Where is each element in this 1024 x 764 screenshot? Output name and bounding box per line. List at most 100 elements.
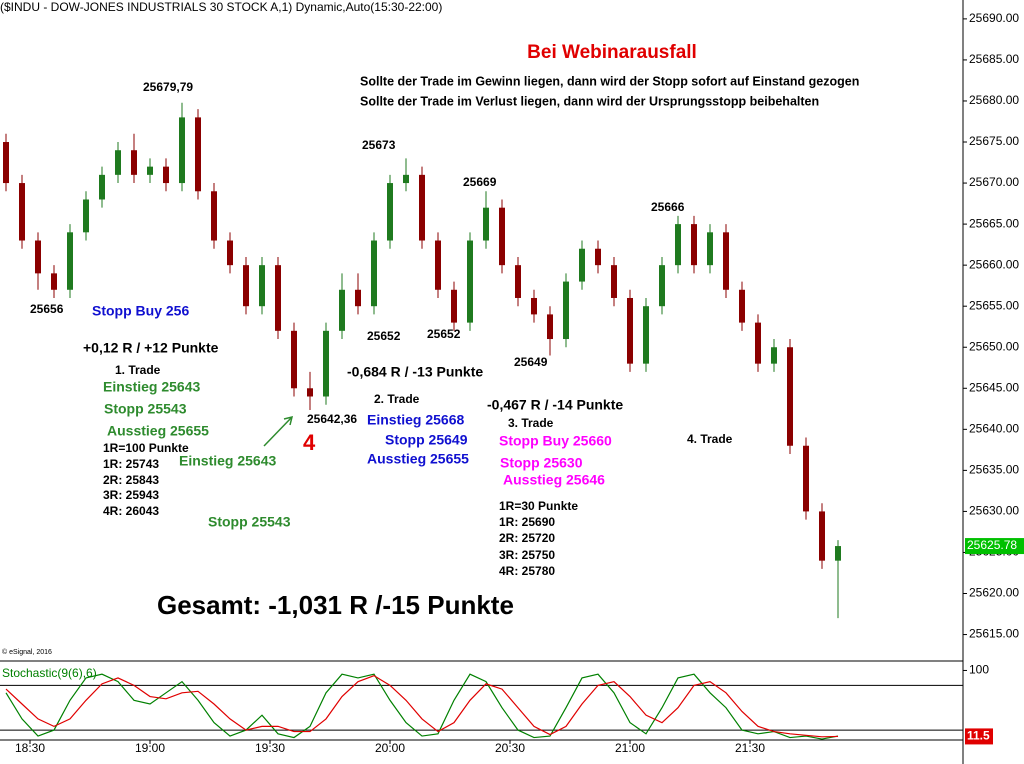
candle-body [627, 297, 633, 364]
candle-body [243, 265, 249, 307]
candle-body [3, 142, 9, 184]
candle-body [819, 511, 825, 561]
annotation: Einstieg 25643 [179, 453, 276, 469]
candle-body [227, 240, 233, 266]
annotation: +0,12 R / +12 Punkte [83, 340, 219, 356]
annotation: 25673 [362, 138, 396, 152]
y-tick-label: 25675.00 [969, 134, 1019, 148]
candle-body [547, 314, 553, 340]
y-tick-label: 25660.00 [969, 257, 1019, 271]
candle-body [35, 240, 41, 274]
candle-body [259, 265, 265, 307]
annotation: Bei Webinarausfall [527, 42, 697, 63]
candle-body [675, 224, 681, 266]
annotation: 25652 [367, 329, 401, 343]
y-tick-label: 25645.00 [969, 380, 1019, 394]
annotation: Gesamt: -1,031 R /-15 Punkte [157, 590, 514, 620]
candle-body [723, 232, 729, 290]
candle-body [83, 199, 89, 233]
annotation: 2. Trade [374, 392, 420, 406]
annotation: Sollte der Trade im Gewinn liegen, dann … [360, 74, 859, 88]
annotation: 25669 [463, 175, 497, 189]
annotation: 4 [303, 430, 316, 455]
stochastic-line [5, 673, 839, 740]
annotation: Stopp 25543 [208, 514, 291, 530]
annotation: -0,684 R / -13 Punkte [347, 364, 483, 380]
x-tick-label: 21:00 [615, 741, 645, 755]
candle-body [643, 306, 649, 364]
candle-body [371, 240, 377, 307]
candle-body [419, 174, 425, 241]
annotation: Ausstieg 25646 [503, 472, 605, 488]
annotation: 3R: 25943 [103, 488, 159, 502]
annotation: 4R: 25780 [499, 564, 555, 578]
last-price-box [965, 538, 1024, 555]
annotation: 3R: 25750 [499, 548, 555, 562]
candle-body [803, 445, 809, 512]
y-tick-label: 25640.00 [969, 422, 1019, 436]
last-value-box [965, 728, 993, 745]
annotation: 1R: 25690 [499, 515, 555, 529]
y-tick-label: 25630.00 [969, 504, 1019, 518]
y-tick-label: 25615.00 [969, 627, 1019, 641]
annotation: 2R: 25843 [103, 473, 159, 487]
candle-body [67, 232, 73, 290]
candle-body [787, 347, 793, 446]
candle-body [179, 117, 185, 184]
annotation: 25666 [651, 200, 685, 214]
annotation: 25652 [427, 327, 461, 341]
annotation: 25656 [30, 302, 64, 316]
candle-body [99, 174, 105, 200]
candle-body [531, 297, 537, 315]
arrow [263, 415, 294, 447]
candle-body [707, 232, 713, 266]
candle-body [499, 207, 505, 266]
annotation: Stopp 25630 [500, 455, 583, 471]
annotation: 1R=100 Punkte [103, 441, 189, 455]
candle-body [563, 281, 569, 340]
annotation: 1R=30 Punkte [499, 499, 578, 513]
candle-body [611, 265, 617, 298]
annotation: Einstieg 25643 [103, 379, 200, 395]
candle-body [483, 207, 489, 241]
y-tick-label: 25670.00 [969, 175, 1019, 189]
candle-body [115, 150, 121, 175]
last-value-label: 11.5 [967, 729, 990, 743]
candle-body [147, 166, 153, 175]
annotation: 25642,36 [307, 412, 357, 426]
copyright: © eSignal, 2016 [2, 648, 52, 656]
candle-body [579, 248, 585, 282]
annotation: 25649 [514, 355, 548, 369]
candle-body [515, 265, 521, 298]
stochastic-line [5, 675, 839, 738]
x-tick-label: 20:00 [375, 741, 405, 755]
annotation: 3. Trade [508, 416, 554, 430]
candle-body [403, 174, 409, 184]
annotation: 25679,79 [143, 80, 193, 94]
candle-body [467, 240, 473, 323]
y-tick-label: 25655.00 [969, 298, 1019, 312]
y-tick-label: 25680.00 [969, 93, 1019, 107]
annotation: 2R: 25720 [499, 531, 555, 545]
candle-body [435, 240, 441, 290]
annotation: Stopp 25543 [104, 401, 187, 417]
annotation: Ausstieg 25655 [367, 451, 469, 467]
candle-body [755, 322, 761, 364]
x-tick-label: 19:30 [255, 741, 285, 755]
annotation: Einstieg 25668 [367, 412, 464, 428]
candle-body [211, 191, 217, 241]
x-tick-label: 21:30 [735, 741, 765, 755]
candle-body [355, 289, 361, 307]
candle-body [339, 289, 345, 331]
candle-body [131, 150, 137, 175]
x-tick-label: 18:30 [15, 741, 45, 755]
candle-body [307, 388, 313, 397]
y-tick-label: 25665.00 [969, 216, 1019, 230]
chart-title: ($INDU - DOW-JONES INDUSTRIALS 30 STOCK … [0, 0, 442, 14]
candle-body [739, 289, 745, 323]
y-tick-label: 25690.00 [969, 11, 1019, 25]
annotation: 1. Trade [115, 363, 161, 377]
x-tick-label: 19:00 [135, 741, 165, 755]
